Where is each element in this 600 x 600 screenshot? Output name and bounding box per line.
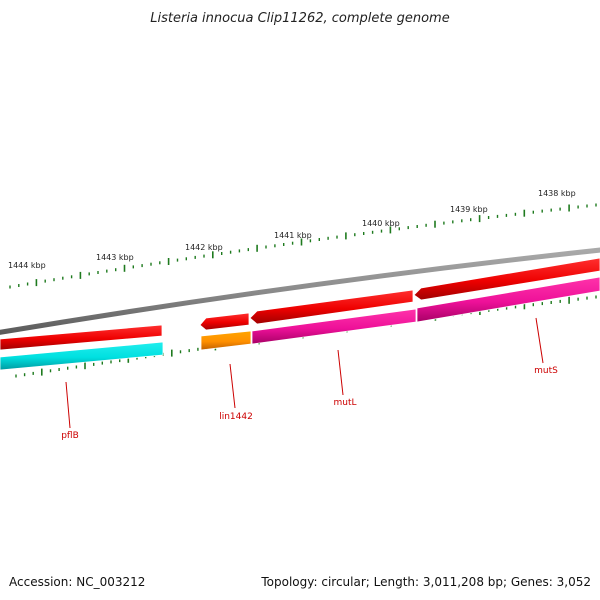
- gene-muts[interactable]: [416, 276, 600, 323]
- cds-feature-short[interactable]: [199, 312, 250, 331]
- cds-feature-muts[interactable]: [413, 257, 600, 301]
- label-line-pflb: [65, 381, 71, 429]
- tick-label-1441: 1441 kbp: [274, 231, 312, 240]
- label-line-mutl: [337, 349, 344, 396]
- gene-pflb[interactable]: [0, 341, 164, 371]
- map-title: Listeria innocua Clip11262, complete gen…: [150, 11, 449, 26]
- gene-lin1442[interactable]: [200, 330, 252, 351]
- tick-label-1438: 1438 kbp: [538, 189, 576, 198]
- gene-mutl[interactable]: [251, 308, 417, 345]
- gene-label-mutl: mutL: [333, 398, 356, 408]
- tick-label-1439: 1439 kbp: [450, 205, 488, 214]
- genome-backbone: [0, 247, 600, 335]
- label-line-lin1442: [229, 363, 236, 409]
- cds-feature-mutl[interactable]: [249, 289, 414, 325]
- gene-label-pflb: pflB: [61, 431, 79, 441]
- accession-text: Accession: NC_003212: [9, 575, 145, 589]
- gene-label-lin1442: lin1442: [219, 412, 253, 422]
- cds-feature-left[interactable]: [0, 324, 163, 351]
- genome-summary-text: Topology: circular; Length: 3,011,208 bp…: [260, 575, 591, 589]
- outer-tick-marks: [9, 203, 597, 289]
- tick-label-1444: 1444 kbp: [8, 261, 46, 270]
- tick-label-1443: 1443 kbp: [96, 253, 134, 262]
- tick-label-1440: 1440 kbp: [362, 219, 400, 228]
- tick-label-1442: 1442 kbp: [185, 243, 223, 252]
- label-line-muts: [535, 317, 544, 364]
- gene-label-muts: mutS: [534, 366, 558, 376]
